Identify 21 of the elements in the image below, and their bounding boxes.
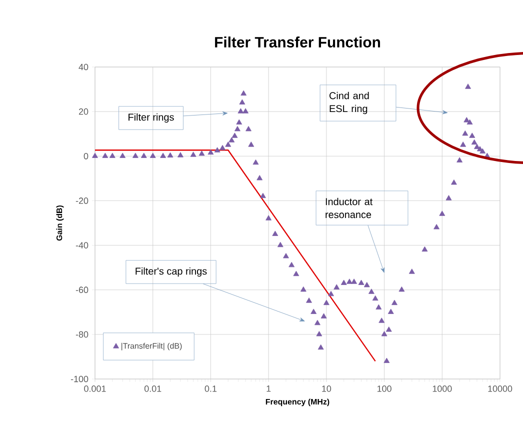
x-tick-label: 0.01 (144, 386, 162, 392)
x-tick-label: 1000 (432, 386, 452, 392)
y-tick-label: -80 (76, 331, 88, 338)
annotation: Filter's cap rings (136, 267, 207, 277)
y-tick-label: 20 (78, 108, 88, 115)
x-tick-label: 1 (266, 386, 271, 392)
chart-title: Filter Transfer Function (215, 36, 380, 48)
annotation: Inductor at resonance (326, 198, 373, 218)
y-tick-label: -60 (76, 286, 88, 294)
x-tick-label: 0.001 (84, 386, 106, 392)
x-tick-label: 10 (322, 386, 332, 392)
y-tick-label: 40 (78, 64, 88, 70)
y-tick-label: -100 (70, 376, 88, 382)
x-tick-label: 10000 (488, 386, 512, 392)
annotation: Filter rings (128, 113, 174, 123)
y-tick-label: -40 (76, 242, 88, 248)
y-tick-label: -20 (76, 198, 88, 204)
y-tick-label: 0 (84, 152, 88, 160)
x-tick-label: 0.1 (204, 386, 217, 392)
annotation: Cind and ESL ring (330, 92, 369, 114)
x-tick-label: 100 (377, 386, 392, 392)
